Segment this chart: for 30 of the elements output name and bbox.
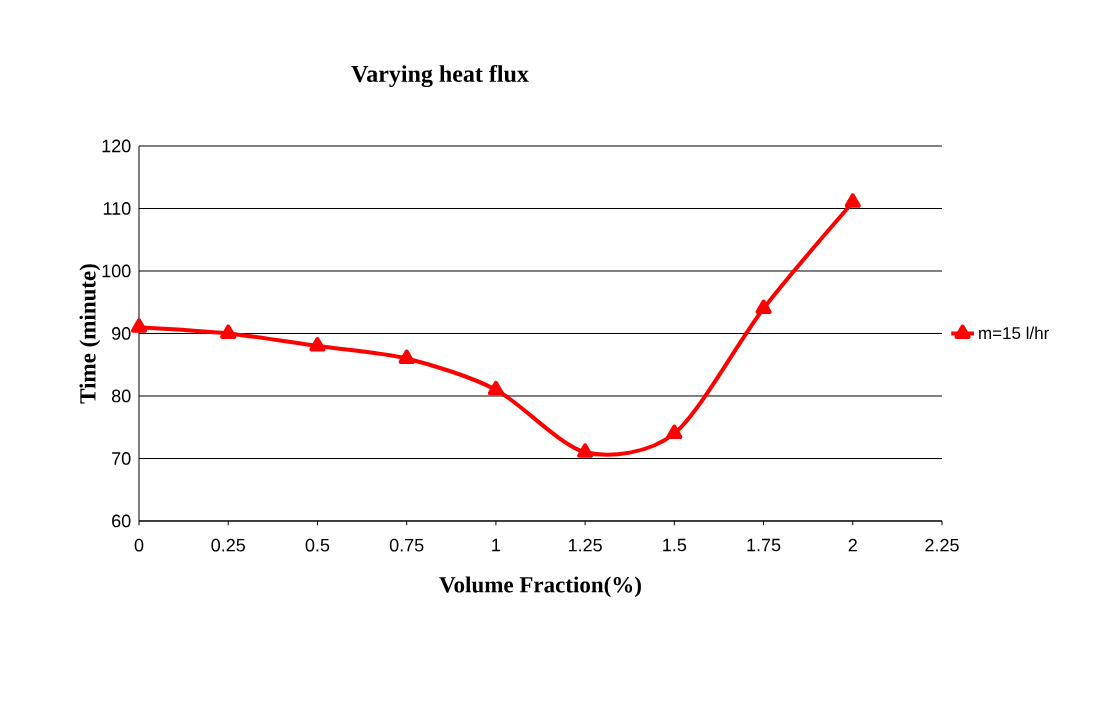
point <box>309 336 326 352</box>
point <box>844 193 861 208</box>
y-tick-label: 60 <box>112 514 131 528</box>
x-tick-label: 2.25 <box>925 538 959 552</box>
x-tick-label: 0 <box>134 538 144 552</box>
point <box>487 380 504 396</box>
y-axis-title: Time (minute) <box>79 264 101 404</box>
x-tick-label: 1 <box>492 538 501 552</box>
y-tick-label: 80 <box>111 389 131 403</box>
point <box>755 299 772 314</box>
x-tick-label: 2 <box>848 538 857 552</box>
chart-title: Varying heat flux <box>351 64 529 88</box>
x-tick-label: 0.25 <box>211 538 245 552</box>
x-tick-label: 0.75 <box>389 538 424 552</box>
y-tick-label: 100 <box>102 264 131 278</box>
x-tick-label: 0.5 <box>305 538 330 552</box>
y-tick-label: 110 <box>103 202 131 215</box>
point <box>130 318 148 333</box>
point <box>577 443 594 458</box>
point <box>398 349 415 364</box>
legend-label: m=15 l/hr <box>979 326 1050 340</box>
x-tick-label: 1.5 <box>663 538 687 552</box>
y-tick-label: 70 <box>112 452 131 465</box>
x-tick-label: 1.25 <box>568 538 602 552</box>
y-tick-label: 120 <box>102 139 131 153</box>
y-tick-label: 90 <box>112 327 131 340</box>
x-axis-title: Volume Fraction(%) <box>439 576 641 598</box>
x-tick-label: 1.75 <box>747 538 781 552</box>
point <box>220 324 237 339</box>
point <box>666 424 683 439</box>
